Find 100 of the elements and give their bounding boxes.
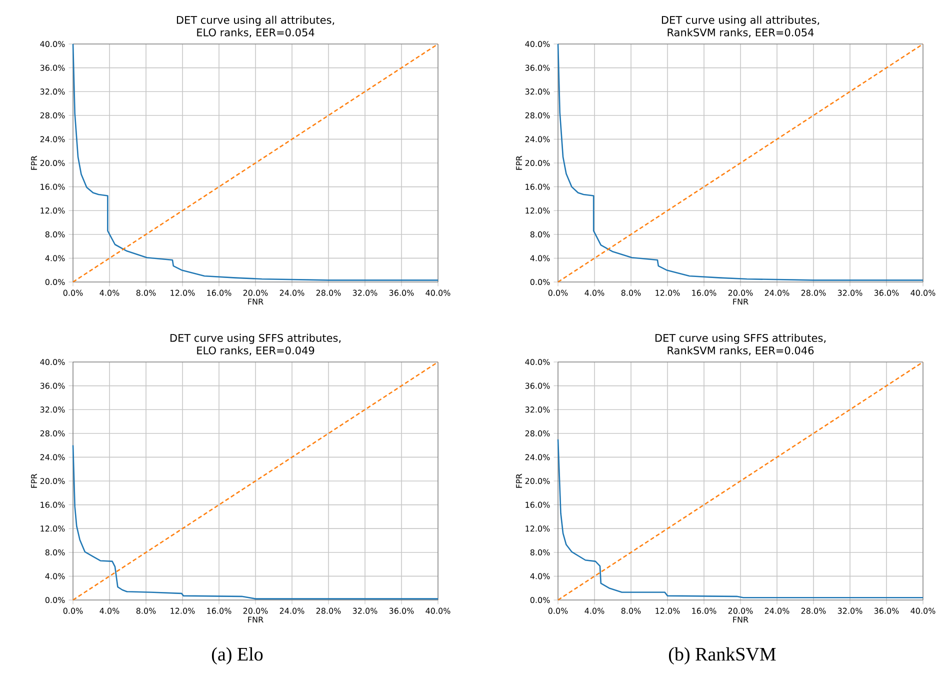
x-tick-label: 16.0% <box>692 290 716 296</box>
x-tick-label: 36.0% <box>389 290 414 296</box>
x-tick-label: 32.0% <box>838 290 862 296</box>
y-tick-label: 4.0% <box>530 255 550 262</box>
x-tick-label: 0.0% <box>63 290 83 296</box>
y-tick-label: 16.0% <box>40 502 65 508</box>
y-tick-label: 32.0% <box>40 406 65 413</box>
x-tick-label: 16.0% <box>207 290 232 296</box>
x-tick-label: 40.0% <box>910 290 936 296</box>
x-tick-label: 8.0% <box>621 290 641 296</box>
x-tick-label: 32.0% <box>838 608 862 614</box>
y-tick-label: 40.0% <box>40 40 65 48</box>
chart-title: DET curve using all attributes, <box>176 16 334 26</box>
y-axis-title: FPR <box>31 474 37 488</box>
line-series <box>557 438 924 598</box>
y-tick-label: 0.0% <box>45 278 65 286</box>
y-tick-label: 4.0% <box>530 573 550 580</box>
chart-subtitle: ELO ranks, EER=0.054 <box>197 28 314 38</box>
x-axis-title: FNR <box>248 616 264 623</box>
x-tick-label: 28.0% <box>316 290 341 296</box>
x-tick-label: 24.0% <box>764 290 790 296</box>
y-tick-label: 8.0% <box>530 231 550 238</box>
y-tick-label: 36.0% <box>525 64 550 71</box>
x-tick-label: 12.0% <box>656 290 680 296</box>
x-tick-label: 20.0% <box>243 608 268 614</box>
y-tick-label: 24.0% <box>525 136 550 142</box>
y-tick-label: 32.0% <box>525 406 550 413</box>
y-tick-label: 4.0% <box>45 573 65 580</box>
y-tick-label: 20.0% <box>40 160 65 166</box>
x-tick-label: 12.0% <box>170 290 195 296</box>
x-tick-label: 12.0% <box>656 608 680 614</box>
x-tick-label: 32.0% <box>352 290 378 296</box>
x-tick-label: 36.0% <box>874 290 899 296</box>
y-tick-label: 36.0% <box>40 382 65 389</box>
x-tick-label: 20.0% <box>243 290 268 296</box>
x-tick-label: 40.0% <box>910 608 936 614</box>
x-tick-label: 8.0% <box>621 608 641 614</box>
x-tick-label: 32.0% <box>352 608 378 614</box>
x-tick-label: 4.0% <box>584 290 604 296</box>
x-tick-label: 8.0% <box>136 290 156 296</box>
chart-subtitle: RankSVM ranks, EER=0.046 <box>668 346 814 356</box>
text: (a) Elo <box>212 647 263 665</box>
x-tick-label: 24.0% <box>280 290 304 296</box>
y-tick-label: 8.0% <box>45 549 65 556</box>
x-tick-label: 16.0% <box>207 608 232 614</box>
y-tick-label: 24.0% <box>40 136 65 142</box>
text: (b) RankSVM <box>668 647 776 665</box>
y-tick-label: 28.0% <box>525 112 550 118</box>
y-tick-label: 12.0% <box>40 208 65 214</box>
y-tick-label: 0.0% <box>530 278 550 286</box>
y-tick-label: 16.0% <box>526 184 550 190</box>
y-tick-label: 12.0% <box>40 526 65 532</box>
chart-title: DET curve using all attributes, <box>662 16 820 26</box>
y-tick-label: 40.0% <box>525 40 550 48</box>
x-tick-label: 36.0% <box>874 608 899 614</box>
y-tick-label: 20.0% <box>40 478 65 484</box>
x-axis-title: FNR <box>733 616 748 623</box>
y-tick-label: 20.0% <box>525 160 550 166</box>
y-tick-label: 36.0% <box>40 64 65 71</box>
y-tick-label: 28.0% <box>525 430 550 436</box>
y-tick-label: 12.0% <box>526 526 550 532</box>
x-tick-label: 36.0% <box>389 608 414 614</box>
x-tick-label: 0.0% <box>548 290 568 296</box>
x-tick-label: 40.0% <box>426 290 450 296</box>
y-tick-label: 36.0% <box>525 382 550 389</box>
y-tick-label: 28.0% <box>40 430 65 436</box>
x-tick-label: 28.0% <box>801 608 826 614</box>
chart-subtitle: ELO ranks, EER=0.049 <box>197 346 314 356</box>
y-tick-label: 32.0% <box>525 88 550 95</box>
y-tick-label: 24.0% <box>40 454 65 460</box>
y-tick-label: 40.0% <box>40 358 65 366</box>
x-tick-label: 24.0% <box>280 608 304 614</box>
x-tick-label: 28.0% <box>801 290 826 296</box>
chart-title: DET curve using SFFS attributes, <box>170 334 341 344</box>
x-tick-label: 28.0% <box>316 608 341 614</box>
y-tick-label: 0.0% <box>530 596 550 604</box>
y-tick-label: 28.0% <box>40 112 65 118</box>
x-tick-label: 20.0% <box>728 290 753 296</box>
x-tick-label: 0.0% <box>63 608 83 614</box>
y-axis-title: FPR <box>516 474 522 488</box>
y-axis-title: FPR <box>31 156 37 170</box>
y-tick-label: 32.0% <box>40 88 65 95</box>
y-tick-label: 12.0% <box>526 208 550 214</box>
x-tick-label: 4.0% <box>100 608 120 614</box>
y-tick-label: 24.0% <box>525 454 550 460</box>
x-tick-label: 40.0% <box>426 608 450 614</box>
x-tick-label: 24.0% <box>764 608 790 614</box>
x-tick-label: 20.0% <box>728 608 753 614</box>
y-tick-label: 20.0% <box>525 478 550 484</box>
chart-title: DET curve using SFFS attributes, <box>655 334 826 344</box>
y-tick-label: 8.0% <box>45 231 65 238</box>
x-tick-label: 4.0% <box>584 608 604 614</box>
y-tick-label: 16.0% <box>526 502 550 508</box>
x-tick-label: 12.0% <box>170 608 195 614</box>
chart-subtitle: RankSVM ranks, EER=0.054 <box>668 28 814 38</box>
x-tick-label: 8.0% <box>136 608 156 614</box>
x-axis-title: FNR <box>733 298 748 305</box>
x-tick-label: 0.0% <box>548 608 568 614</box>
y-tick-label: 4.0% <box>45 255 65 262</box>
y-tick-label: 8.0% <box>530 549 550 556</box>
